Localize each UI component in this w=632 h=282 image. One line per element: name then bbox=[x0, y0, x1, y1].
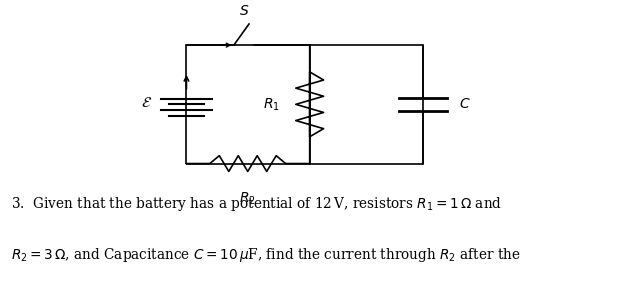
Text: 3.  Given that the battery has a potential of 12$\,$V, resistors $R_1 = 1\,\Omeg: 3. Given that the battery has a potentia… bbox=[11, 195, 502, 213]
Text: $R_1$: $R_1$ bbox=[263, 96, 280, 113]
Text: $R_2 = 3\,\Omega$, and Capacitance $C = 10\,\mu$F, find the current through $R_2: $R_2 = 3\,\Omega$, and Capacitance $C = … bbox=[11, 246, 521, 264]
Text: $\mathcal{E}$: $\mathcal{E}$ bbox=[140, 96, 152, 110]
Text: $S$: $S$ bbox=[240, 4, 250, 18]
Text: $R_2$: $R_2$ bbox=[240, 190, 256, 207]
Text: $C$: $C$ bbox=[459, 97, 470, 111]
